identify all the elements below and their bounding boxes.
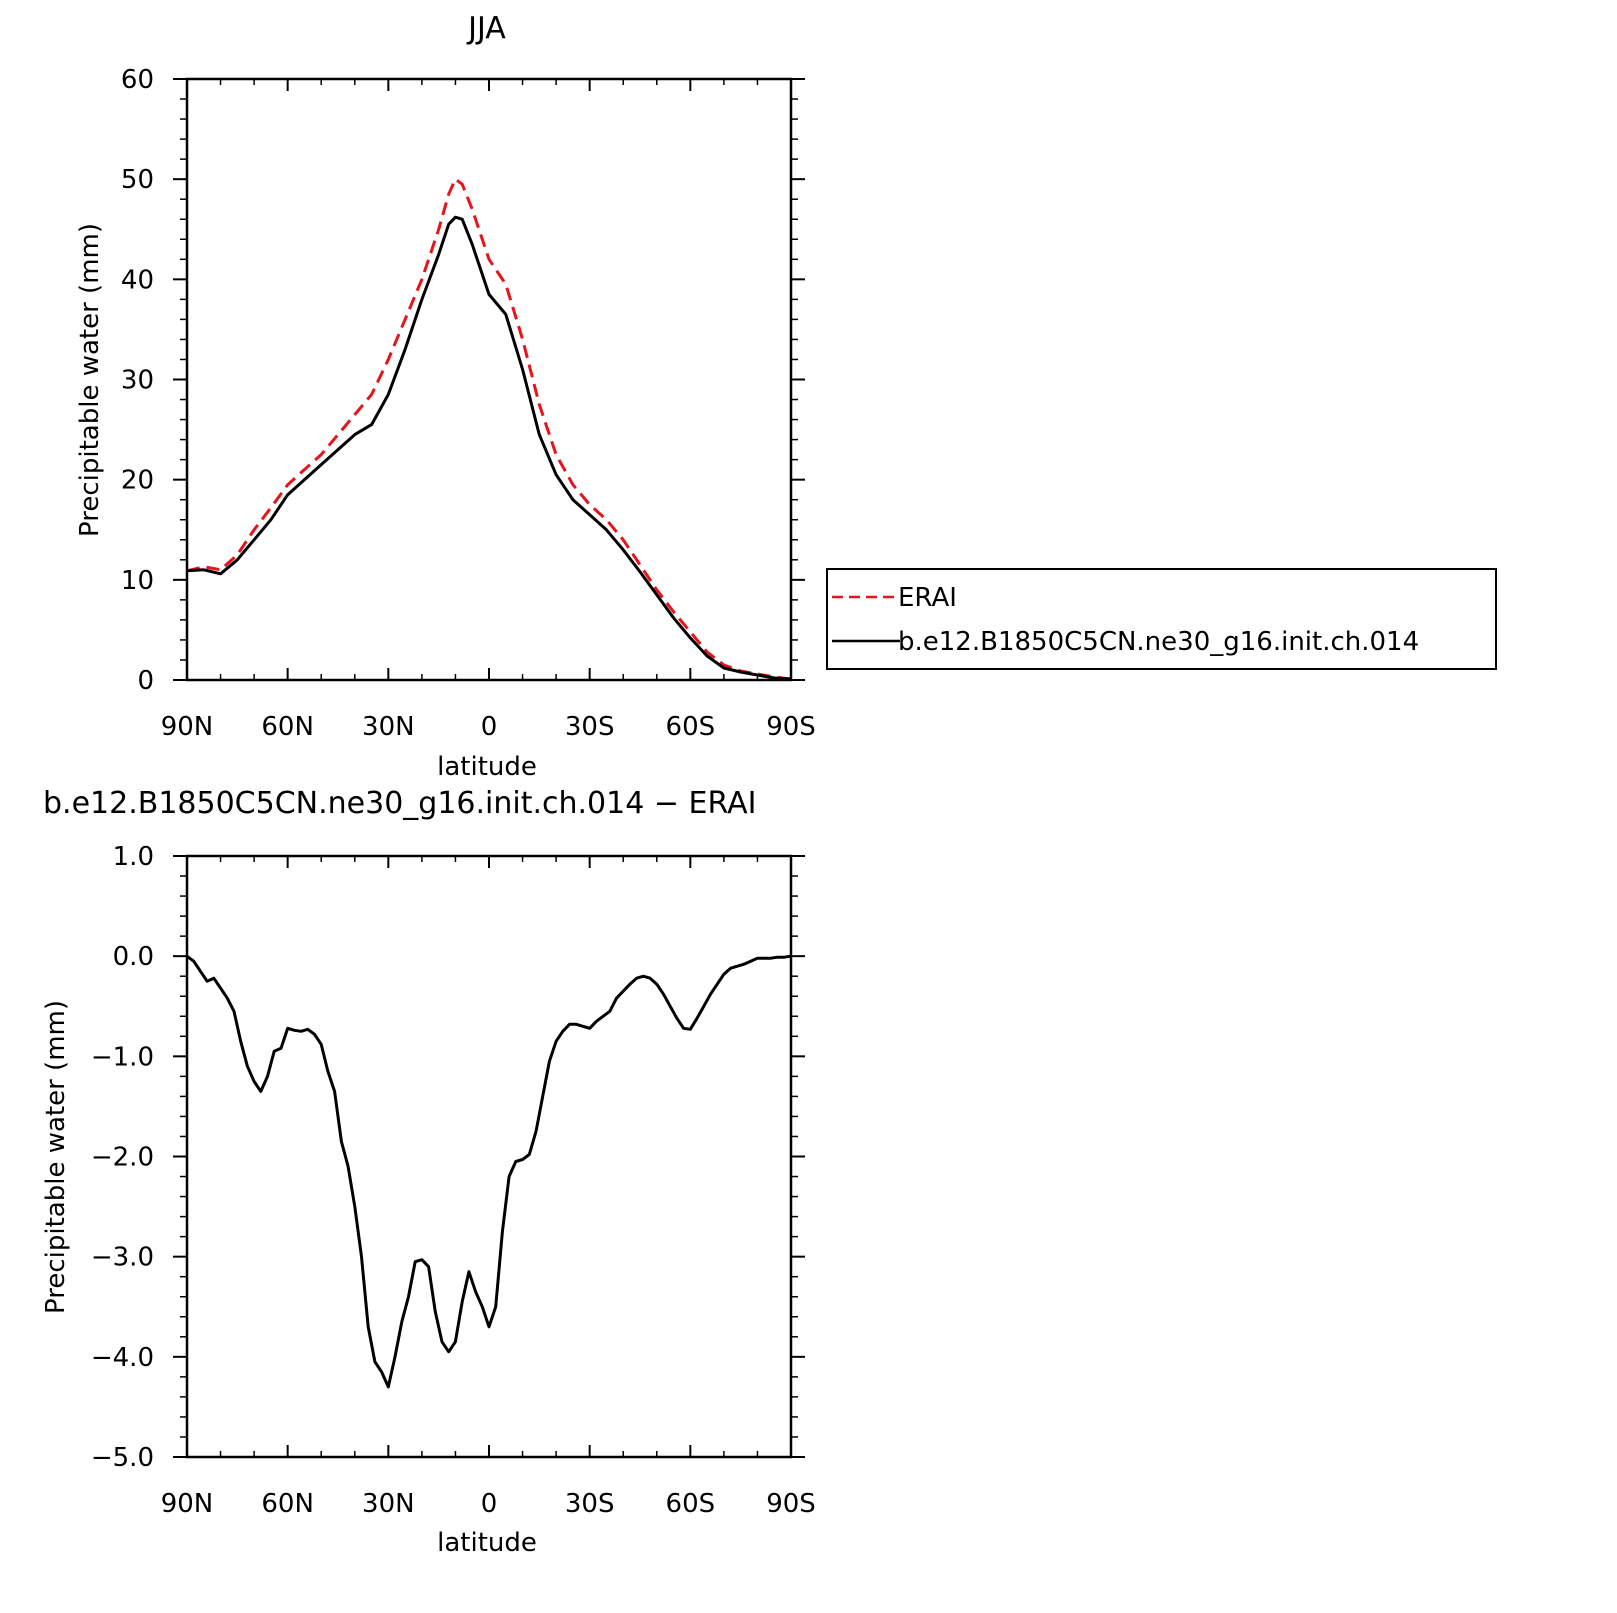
bottom-y-axis-label: Precipitable water (mm) (41, 1000, 71, 1314)
legend-label-erai: ERAI (898, 583, 957, 613)
y-tick-label: −4.0 (91, 1343, 154, 1373)
x-tick-label: 0 (481, 1489, 498, 1519)
bottom-series-lines (186, 954, 792, 1389)
bottom-axis-ticks: 90N 60N 30N 0 30S 60S 90S 1.0 0.0 −1.0 −2.0 −3.0 −4.… (91, 842, 816, 1519)
x-tick-label: 90S (766, 1489, 816, 1519)
x-tick-label: 60S (666, 1489, 716, 1519)
top-series-line-dashed (186, 177, 792, 681)
top-series-lines (186, 177, 792, 681)
top-series-line-solid (186, 215, 792, 681)
top-axis-ticks: 90N 60N 30N 0 30S 60S 90S 0 10 20 30 40 50 60 (121, 65, 816, 742)
x-tick-label: 90N (161, 712, 214, 742)
y-tick-label: 60 (121, 65, 154, 95)
x-tick-label: 0 (481, 712, 498, 742)
y-tick-label: 10 (121, 566, 154, 596)
y-tick-label: −2.0 (91, 1143, 154, 1173)
y-tick-label: 0.0 (113, 942, 154, 972)
x-tick-label: 30N (362, 1489, 415, 1519)
top-chart-panel: JJA 90N 60N 30N 0 30S 60S 90S 0 10 20 30 40 50 60 lat… (75, 11, 1497, 782)
y-tick-label: −1.0 (91, 1042, 154, 1072)
x-tick-label: 90N (161, 1489, 214, 1519)
top-plot-frame (185, 77, 793, 682)
bottom-plot-frame (185, 854, 793, 1459)
legend: ERAI b.e12.B1850C5CN.ne30_g16.init.ch.01… (826, 568, 1497, 670)
x-tick-label: 90S (766, 712, 816, 742)
y-tick-label: −3.0 (91, 1243, 154, 1273)
x-tick-label: 30S (565, 712, 615, 742)
x-tick-label: 30S (565, 1489, 615, 1519)
top-x-axis-label: latitude (437, 752, 537, 782)
bottom-chart-title: b.e12.B1850C5CN.ne30_g16.init.ch.014 − E… (43, 786, 756, 821)
bottom-x-axis-label: latitude (437, 1528, 537, 1558)
y-tick-label: 0 (137, 666, 154, 696)
y-tick-label: 20 (121, 466, 154, 496)
bottom-series-line-solid (186, 954, 792, 1389)
top-y-axis-label: Precipitable water (mm) (75, 223, 105, 537)
y-tick-label: 40 (121, 265, 154, 295)
top-chart-title: JJA (466, 11, 506, 46)
bottom-chart-panel: b.e12.B1850C5CN.ne30_g16.init.ch.014 − E… (41, 786, 816, 1558)
x-tick-label: 30N (362, 712, 415, 742)
y-tick-label: 30 (121, 366, 154, 396)
x-tick-label: 60S (666, 712, 716, 742)
legend-label-model: b.e12.B1850C5CN.ne30_g16.init.ch.014 (898, 627, 1419, 657)
x-tick-label: 60N (261, 1489, 314, 1519)
legend-box (826, 568, 1497, 670)
y-tick-label: 1.0 (113, 842, 154, 872)
x-tick-label: 60N (261, 712, 314, 742)
y-tick-label: 50 (121, 165, 154, 195)
y-tick-label: −5.0 (91, 1443, 154, 1473)
